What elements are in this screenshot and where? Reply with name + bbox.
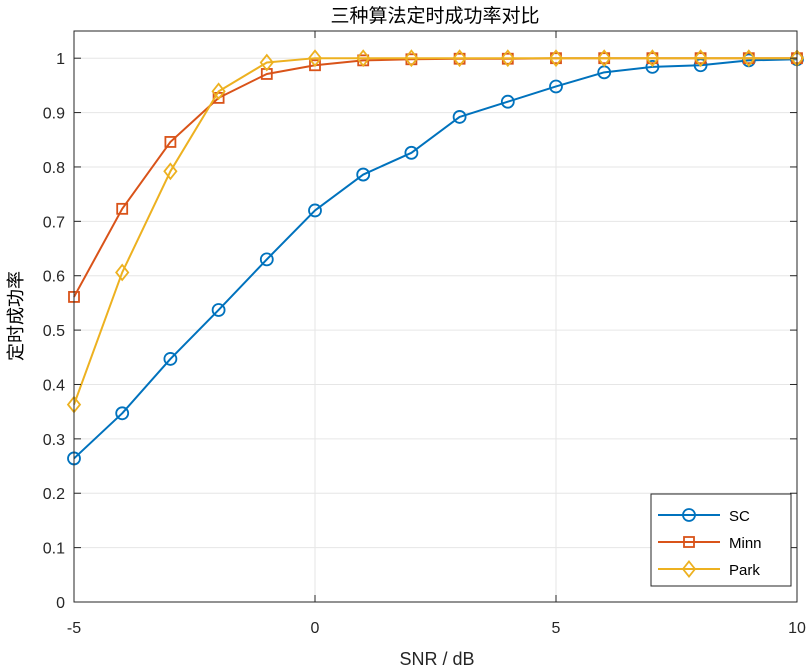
- legend-label-park: Park: [729, 562, 760, 579]
- data-point-sc: [356, 167, 371, 182]
- x-axis-label: SNR / dB: [399, 649, 474, 669]
- legend-marker-park: [681, 560, 697, 578]
- y-tick-label: 0: [56, 595, 65, 612]
- data-point-park: [404, 49, 419, 68]
- data-point-sc: [500, 94, 515, 109]
- data-point-park: [211, 82, 226, 101]
- legend-label-sc: SC: [729, 508, 750, 525]
- legend-entry-park: Park: [658, 560, 760, 579]
- data-point-park: [548, 49, 564, 68]
- y-axis-label: 定时成功率: [6, 271, 27, 361]
- y-tick-label: 0.4: [43, 377, 65, 394]
- data-point-park: [115, 263, 130, 282]
- data-point-park: [259, 53, 274, 72]
- x-tick-label: 5: [552, 620, 561, 637]
- legend-marker-minn: [683, 536, 695, 548]
- data-point-park: [307, 49, 323, 68]
- data-point-park: [693, 49, 708, 68]
- data-point-park: [741, 49, 756, 68]
- data-point-sc: [115, 406, 130, 421]
- data-point-park: [356, 49, 371, 68]
- data-point-minn: [116, 202, 129, 215]
- data-point-sc: [452, 110, 467, 124]
- data-point-park: [645, 49, 660, 68]
- legend-marker-sc: [682, 508, 696, 522]
- legend-entry-sc: SC: [658, 508, 750, 525]
- data-point-park: [452, 49, 467, 68]
- data-point-park: [163, 162, 178, 181]
- y-tick-label: 0.5: [43, 323, 65, 340]
- data-point-minn: [164, 136, 177, 148]
- x-tick-label: 0: [311, 620, 320, 637]
- y-tick-label: 0.8: [43, 160, 65, 177]
- series-line-sc: [73, 58, 798, 460]
- y-tick-label: 0.6: [43, 269, 65, 286]
- ticks-group: [73, 31, 798, 603]
- y-tick-label: 0.3: [43, 432, 65, 449]
- y-tick-label: 0.1: [43, 541, 65, 558]
- y-tick-label: 0.7: [43, 214, 65, 231]
- data-point-sc: [404, 145, 419, 160]
- legend-label-minn: Minn: [729, 535, 762, 552]
- legend-entry-minn: Minn: [658, 535, 762, 552]
- data-point-park: [500, 49, 515, 68]
- legend-box: [650, 493, 792, 587]
- y-tick-label: 0.2: [43, 486, 65, 503]
- data-point-sc: [549, 79, 563, 94]
- data-point-sc: [693, 58, 708, 73]
- data-point-sc: [163, 352, 178, 366]
- series-line-park: [73, 57, 797, 405]
- x-tick-label: 10: [788, 620, 806, 637]
- x-tick-label: -5: [67, 620, 81, 637]
- y-tick-label: 1: [56, 51, 65, 68]
- chart-title: 三种算法定时成功率对比: [330, 5, 539, 27]
- plot-frame: [73, 30, 798, 603]
- y-tick-label: 0.9: [43, 106, 65, 123]
- data-point-sc: [259, 252, 274, 267]
- legend: SC Minn Park: [650, 493, 792, 587]
- series-group: [66, 49, 805, 466]
- data-point-sc: [308, 203, 322, 218]
- data-point-minn: [309, 59, 321, 72]
- data-point-sc: [211, 303, 226, 317]
- data-point-sc: [645, 59, 660, 74]
- data-point-park: [597, 49, 612, 68]
